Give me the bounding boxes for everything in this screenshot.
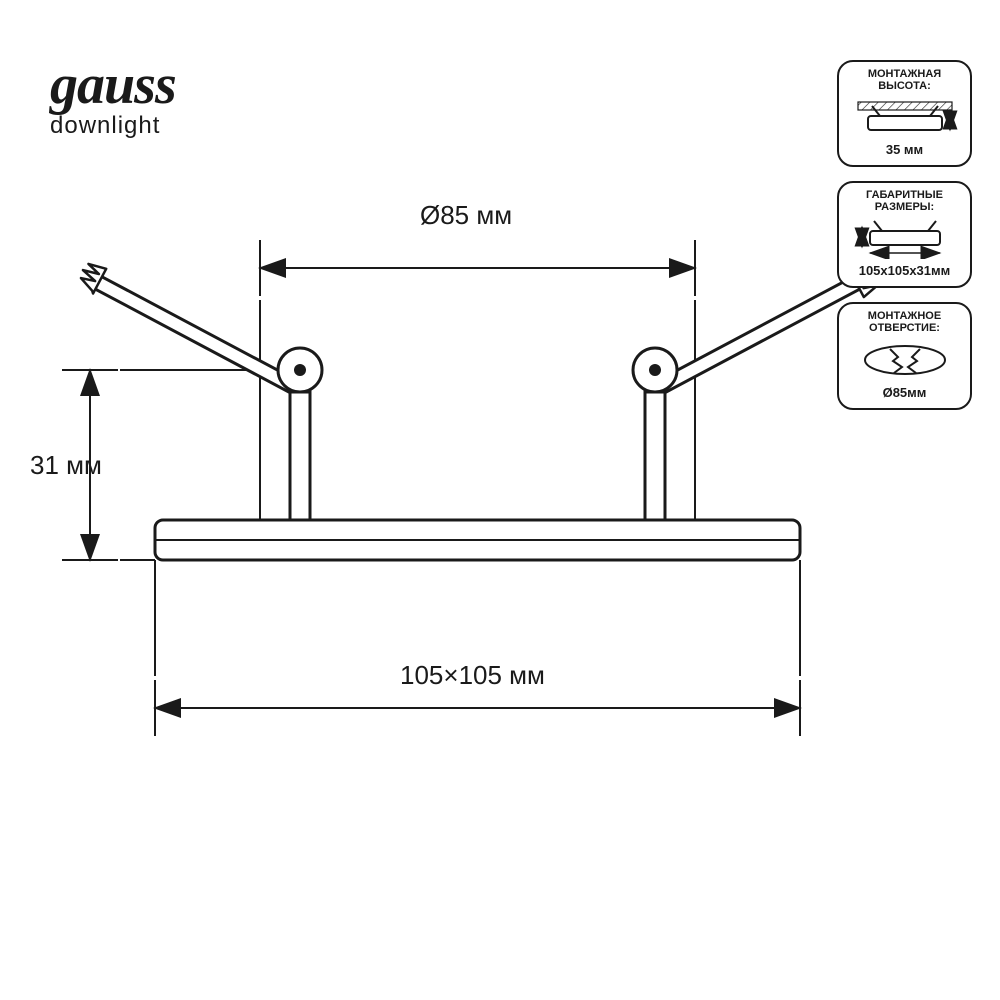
badge-cutout: МОНТАЖНОЕ ОТВЕРСТИЕ: Ø85мм (837, 302, 972, 409)
badge-title: ГАБАРИТНЫЕ РАЗМЕРЫ: (845, 189, 964, 213)
extension-lines-bottom (155, 560, 800, 676)
badge-value: Ø85мм (845, 385, 964, 400)
mount-height-icon (845, 96, 964, 138)
badge-value: 105x105x31мм (845, 263, 964, 278)
dim-label-bottom: 105×105 мм (400, 660, 545, 691)
badge-mount-height: МОНТАЖНАЯ ВЫСОТА: 35 мм (837, 60, 972, 167)
dim-label-top: Ø85 мм (420, 200, 512, 231)
badge-title: МОНТАЖНОЕ ОТВЕРСТИЕ: (845, 310, 964, 334)
cutout-icon (845, 339, 964, 381)
badge-title: МОНТАЖНАЯ ВЫСОТА: (845, 68, 964, 92)
extension-lines-top (260, 300, 695, 520)
spec-badges: МОНТАЖНАЯ ВЫСОТА: 35 мм ГАБАРИТНЫЕ РАЗМЕ… (837, 60, 972, 410)
dim-label-left: 31 мм (30, 450, 102, 481)
dim-top (260, 240, 695, 296)
downlight-body (75, 259, 881, 560)
badge-overall-size: ГАБАРИТНЫЕ РАЗМЕРЫ: 105x105x31мм (837, 181, 972, 288)
badge-value: 35 мм (845, 142, 964, 157)
overall-size-icon (845, 217, 964, 259)
